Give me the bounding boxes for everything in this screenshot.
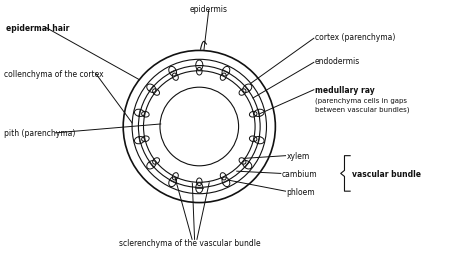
Text: cambium: cambium xyxy=(282,169,318,178)
Text: medullary ray: medullary ray xyxy=(315,86,374,95)
Text: epidermal hair: epidermal hair xyxy=(6,24,69,33)
Text: (parenchyma cells in gaps: (parenchyma cells in gaps xyxy=(315,97,407,103)
Text: between vascular bundles): between vascular bundles) xyxy=(315,106,409,113)
Text: phloem: phloem xyxy=(286,187,315,196)
Text: sclerenchyma of the vascular bundle: sclerenchyma of the vascular bundle xyxy=(119,238,261,247)
Text: endodermis: endodermis xyxy=(315,57,360,66)
Text: xylem: xylem xyxy=(286,152,310,161)
Text: epidermis: epidermis xyxy=(190,5,228,14)
Text: cortex (parenchyma): cortex (parenchyma) xyxy=(315,33,395,42)
Text: vascular bundle: vascular bundle xyxy=(353,169,421,178)
Text: collenchyma of the cortex: collenchyma of the cortex xyxy=(4,69,103,78)
Text: pith (parenchyma): pith (parenchyma) xyxy=(4,129,75,138)
